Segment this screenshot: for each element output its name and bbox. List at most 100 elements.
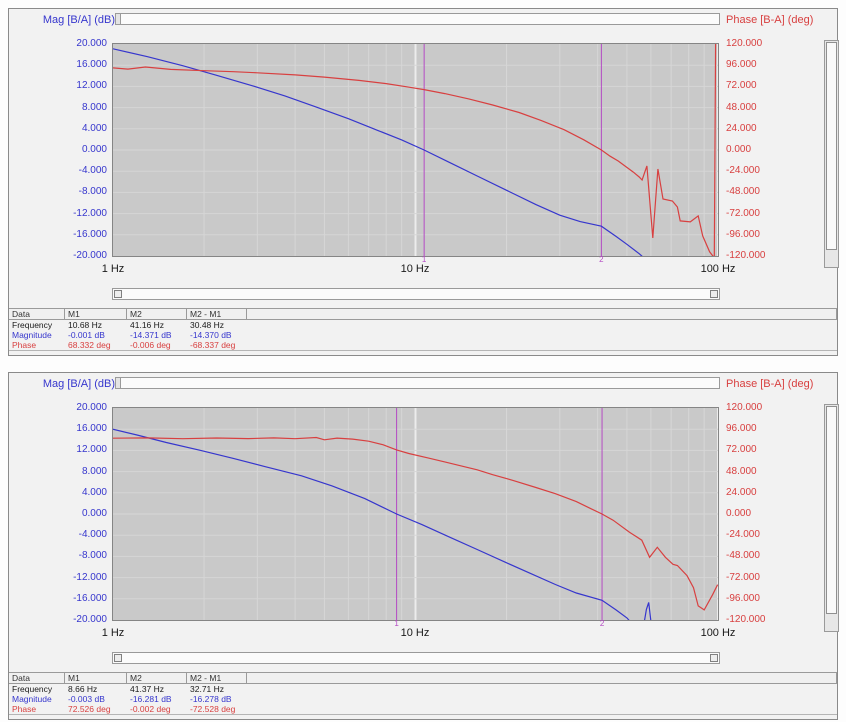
mag-tick-label: 12.000 [76, 444, 107, 456]
phase-tick-label: 24.000 [726, 486, 757, 498]
top-position-bar-thumb[interactable] [116, 378, 121, 388]
phase-axis-title: Phase [B-A] (deg) [726, 378, 814, 390]
phase-curve [113, 436, 718, 611]
phase-tick-label: 48.000 [726, 465, 757, 477]
marker-2-label[interactable]: 2 [599, 255, 604, 264]
phase-axis-title: Phase [B-A] (deg) [726, 14, 814, 26]
mag-tick-label: -8.000 [78, 186, 107, 198]
marker-table-cell: -0.003 dB [68, 694, 105, 704]
marker-table-row: Phase 68.332 deg -0.006 deg -68.337 deg [9, 340, 837, 350]
mag-tick-label: -8.000 [78, 550, 107, 562]
mag-tick-label: 20.000 [76, 402, 107, 413]
marker-table-cell [247, 330, 837, 340]
marker-table-cell: -16.278 dB [190, 694, 232, 704]
marker-table-cell: -72.528 deg [190, 704, 236, 714]
bode-plot-canvas [113, 408, 718, 620]
top-position-bar[interactable] [115, 377, 720, 389]
mag-tick-label: 12.000 [76, 80, 107, 92]
marker-table-cell [247, 320, 837, 330]
marker-table-cell: 30.48 Hz [190, 320, 225, 330]
marker-table-cell: -68.337 deg [190, 340, 236, 350]
mag-tick-label: -12.000 [73, 207, 107, 219]
phase-tick-label: -120.000 [726, 250, 766, 261]
phase-tick-label: -72.000 [726, 207, 760, 219]
mag-tick-label: 16.000 [76, 59, 107, 71]
marker-table-cell: 68.332 deg [68, 340, 111, 350]
marker-table-row: Magnitude -0.001 dB -14.371 dB -14.370 dB [9, 330, 837, 340]
x-tick-100hz: 100 Hz [700, 627, 736, 639]
marker-table-cell: 32.71 Hz [190, 684, 225, 694]
plot-area[interactable] [112, 43, 719, 257]
marker-table-cell: 72.526 deg [68, 704, 111, 714]
marker-table-header-cell [247, 673, 837, 683]
marker-table-cell: Phase [12, 340, 37, 350]
mag-tick-label: -12.000 [73, 571, 107, 583]
marker-table-cell: -14.370 dB [190, 330, 232, 340]
mag-tick-label: 8.000 [81, 465, 107, 477]
phase-tick-label: -48.000 [726, 186, 760, 198]
marker-table-header-cell: M1 [65, 309, 127, 319]
vertical-scrollbar[interactable] [824, 404, 839, 632]
mag-tick-label: 4.000 [81, 486, 107, 498]
x-tick-10hz: 10 Hz [400, 627, 430, 639]
marker-table-row: Phase 72.526 deg -0.002 deg -72.528 deg [9, 704, 837, 714]
magnitude-curve [113, 428, 652, 620]
marker-table-cell: Magnitude [12, 694, 52, 704]
marker-table-cell: 41.16 Hz [130, 320, 165, 330]
plot-area[interactable] [112, 407, 719, 621]
marker-table-header-cell: M1 [65, 673, 127, 683]
horizontal-range-slider[interactable] [112, 288, 720, 300]
marker-1-label[interactable]: 1 [421, 255, 427, 264]
phase-tick-label: -72.000 [726, 571, 760, 583]
marker-table-row: Frequency 10.68 Hz 41.16 Hz 30.48 Hz [9, 320, 837, 330]
marker-table-cell [247, 340, 837, 350]
x-tick-100hz: 100 Hz [700, 263, 736, 275]
marker-table-cell [247, 684, 837, 694]
marker-table-cell: -0.001 dB [68, 330, 105, 340]
phase-tick-label: 0.000 [726, 508, 752, 519]
mag-tick-label: 16.000 [76, 423, 107, 435]
marker-table-header-cell [247, 309, 837, 319]
vertical-scrollbar-thumb[interactable] [826, 42, 837, 250]
phase-tick-label: -96.000 [726, 592, 760, 604]
mag-tick-label: 0.000 [81, 144, 107, 155]
vertical-scrollbar[interactable] [824, 40, 839, 268]
phase-tick-label: 96.000 [726, 59, 757, 71]
marker-1-label[interactable]: 1 [394, 619, 399, 628]
marker-2-label[interactable]: 2 [599, 619, 605, 628]
mag-axis-title: Mag [B/A] (dB) [42, 378, 115, 390]
marker-table-header-cell: Data [9, 309, 65, 319]
phase-tick-label: 0.000 [726, 144, 752, 155]
range-slider-left-handle[interactable] [114, 290, 122, 298]
phase-tick-label: 120.000 [726, 38, 763, 49]
magnitude-curve [113, 48, 643, 256]
range-slider-right-handle[interactable] [710, 290, 718, 298]
phase-tick-label: 48.000 [726, 101, 757, 113]
marker-table-row: Magnitude -0.003 dB -16.281 dB -16.278 dB [9, 694, 837, 704]
mag-tick-label: -20.000 [73, 614, 107, 625]
marker-table-cell [247, 704, 837, 714]
phase-tick-label: 120.000 [726, 402, 763, 413]
mag-tick-label: -4.000 [78, 529, 107, 541]
top-position-bar-thumb[interactable] [116, 14, 121, 24]
marker-table-cell: Frequency [12, 320, 53, 330]
marker-table-cell: 8.66 Hz [68, 684, 98, 694]
marker-table-cell: Magnitude [12, 330, 52, 340]
mag-tick-label: 0.000 [81, 508, 107, 519]
marker-table-cell: -0.006 deg [130, 340, 171, 350]
horizontal-range-slider[interactable] [112, 652, 720, 664]
x-tick-10hz: 10 Hz [400, 263, 430, 275]
range-slider-left-handle[interactable] [114, 654, 122, 662]
phase-curve [113, 44, 717, 256]
vertical-scrollbar-thumb[interactable] [826, 406, 837, 614]
phase-tick-label: -96.000 [726, 228, 760, 240]
range-slider-right-handle[interactable] [710, 654, 718, 662]
bode-panel-1: Mag [B/A] (dB) Phase [B-A] (deg) 20.000 1… [8, 8, 839, 356]
mag-tick-label: -16.000 [73, 228, 107, 240]
mag-tick-label: 20.000 [76, 38, 107, 49]
mag-tick-label: 8.000 [81, 101, 107, 113]
mag-tick-label: -4.000 [78, 165, 107, 177]
top-position-bar[interactable] [115, 13, 720, 25]
mag-tick-label: -20.000 [73, 250, 107, 261]
marker-table-cell: Phase [12, 704, 37, 714]
